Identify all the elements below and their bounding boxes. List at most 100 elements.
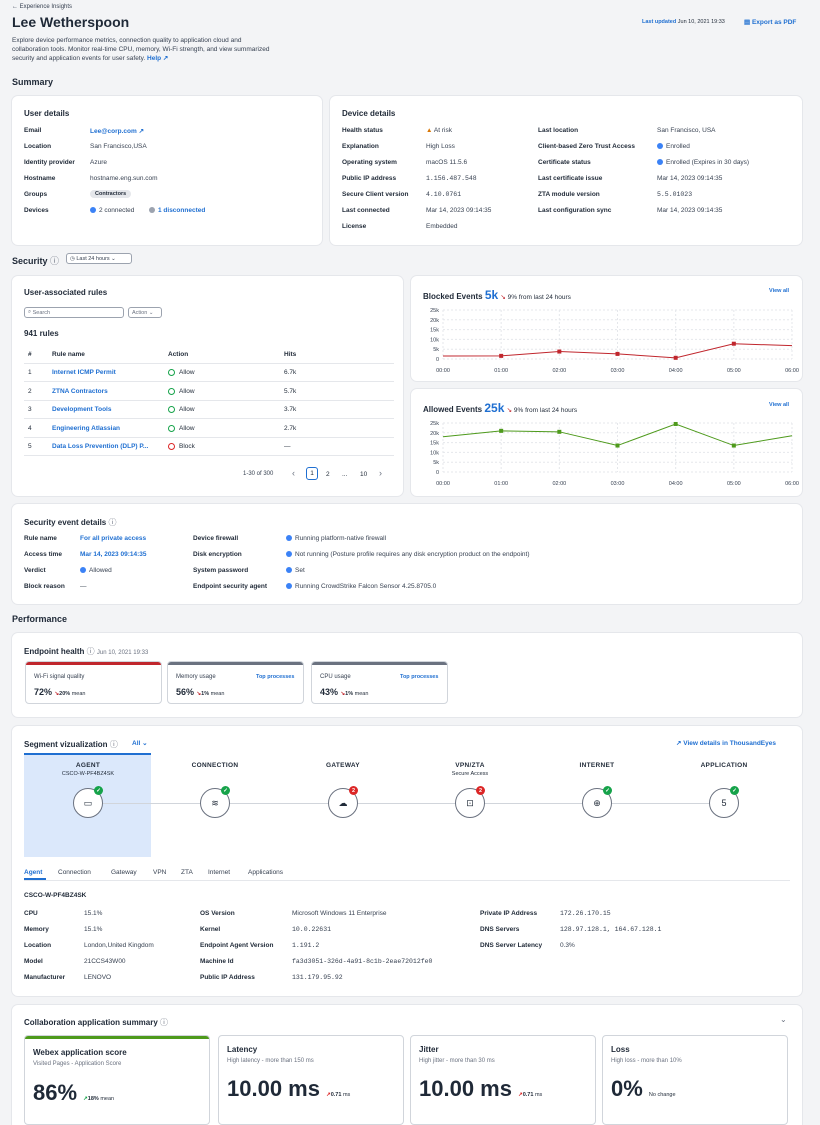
blocked-view-all-link[interactable]: View all bbox=[769, 288, 790, 294]
y-tick-label: 5k bbox=[433, 460, 439, 466]
pager-range: 1-30 of 300 bbox=[243, 471, 274, 477]
jitter-tile[interactable]: Jitter High jitter - more than 30 ms 10.… bbox=[410, 1035, 596, 1125]
latency-title: Latency bbox=[227, 1045, 258, 1054]
rule-name-link[interactable]: Engineering Atlassian bbox=[52, 424, 121, 432]
y-tick-label: 15k bbox=[430, 441, 439, 447]
data-point[interactable] bbox=[673, 355, 678, 360]
devices-disconnected-link[interactable]: 1 disconnected bbox=[149, 207, 205, 214]
last-location-label: Last location bbox=[538, 127, 579, 134]
segment-node-connection[interactable]: ≋ bbox=[200, 788, 230, 818]
data-point[interactable] bbox=[615, 351, 620, 356]
last-cert-value: Mar 14, 2023 09:14:35 bbox=[657, 175, 723, 182]
memory-tile[interactable]: Memory usage Top processes 56% ↘1% mean bbox=[167, 661, 304, 704]
x-tick-label: 00:00 bbox=[436, 368, 450, 374]
tab-connection[interactable]: Connection bbox=[58, 869, 91, 876]
export-pdf-button[interactable]: ▤ Export as PDF bbox=[744, 19, 797, 26]
rules-card: User-associated rules ⌕ Search Action ⌄ … bbox=[12, 276, 403, 496]
data-point[interactable] bbox=[557, 429, 562, 434]
data-point[interactable] bbox=[557, 349, 562, 354]
rule-name-link[interactable]: Data Loss Prevention (DLP) P... bbox=[52, 443, 149, 450]
table-row[interactable]: 2 ZTNA Contractors Allow 5.7k bbox=[24, 383, 394, 401]
os-value: macOS 11.5.6 bbox=[426, 159, 468, 166]
agent-os-value: Microsoft Windows 11 Enterprise bbox=[292, 910, 387, 917]
memory-top-processes-link[interactable]: Top processes bbox=[256, 674, 295, 680]
explanation-label: Explanation bbox=[342, 143, 379, 150]
thousandeyes-link[interactable]: ↗ View details in ThousandEyes bbox=[676, 740, 776, 747]
latency-tile[interactable]: Latency High latency - more than 150 ms … bbox=[218, 1035, 404, 1125]
x-tick-label: 04:00 bbox=[669, 368, 683, 374]
performance-heading: Performance bbox=[12, 614, 68, 624]
table-row[interactable]: 3 Development Tools Allow 3.7k bbox=[24, 401, 394, 419]
rule-number: 4 bbox=[28, 424, 32, 432]
next-page-button[interactable]: › bbox=[379, 468, 382, 478]
tab-vpn[interactable]: VPN bbox=[153, 869, 167, 876]
allowed-view-all-link[interactable]: View all bbox=[769, 402, 790, 408]
tab-agent[interactable]: Agent bbox=[24, 869, 43, 876]
rule-action: Allow bbox=[168, 424, 284, 432]
webex-score-tile[interactable]: Webex application score Visited Pages - … bbox=[24, 1035, 210, 1125]
help-link[interactable]: Help bbox=[147, 55, 162, 62]
cpu-tile[interactable]: CPU usage Top processes 43% ↘1% mean bbox=[311, 661, 448, 704]
rule-name-label: Rule name bbox=[24, 535, 57, 542]
rule-hits: 6.7k bbox=[284, 369, 297, 376]
tab-internet[interactable]: Internet bbox=[208, 869, 231, 876]
loss-tile[interactable]: Loss High loss - more than 10% 0% No cha… bbox=[602, 1035, 788, 1125]
check-circle-icon bbox=[168, 424, 175, 432]
user-details-title: User details bbox=[24, 109, 70, 118]
verdict-value: Allowed bbox=[80, 567, 112, 574]
rule-hits: — bbox=[284, 443, 291, 450]
rule-name-link[interactable]: For all private access bbox=[80, 535, 147, 542]
trend-down-icon: ↘ bbox=[340, 691, 346, 697]
table-row[interactable]: 4 Engineering Atlassian Allow 2.7k bbox=[24, 420, 394, 438]
page-10-button[interactable]: 10 bbox=[360, 471, 368, 478]
table-row[interactable]: 5 Data Loss Prevention (DLP) P... Block — bbox=[24, 438, 394, 456]
tab-applications[interactable]: Applications bbox=[248, 869, 284, 876]
idp-value: Azure bbox=[90, 159, 107, 166]
memory-value: 56% ↘1% mean bbox=[176, 687, 225, 697]
client-version-label: Secure Client version bbox=[342, 191, 409, 198]
webex-title: Webex application score bbox=[33, 1048, 127, 1057]
data-point[interactable] bbox=[673, 421, 678, 426]
page-1-button[interactable]: 1 bbox=[306, 467, 318, 480]
cpu-top-processes-link[interactable]: Top processes bbox=[400, 674, 439, 680]
page-2-button[interactable]: 2 bbox=[326, 471, 330, 478]
check-icon bbox=[80, 567, 86, 574]
action-filter-select[interactable]: Action ⌄ bbox=[128, 307, 162, 318]
device-details-title: Device details bbox=[342, 109, 396, 118]
time-range-select[interactable]: ◷ Last 24 hours ⌄ bbox=[66, 253, 132, 264]
rules-search-input[interactable]: ⌕ Search bbox=[24, 307, 124, 318]
data-point[interactable] bbox=[499, 428, 504, 433]
tab-gateway[interactable]: Gateway bbox=[111, 869, 137, 876]
access-time-link[interactable]: Mar 14, 2023 09:14:35 bbox=[80, 551, 147, 558]
webex-subtitle: Visited Pages - Application Score bbox=[33, 1061, 122, 1067]
data-point[interactable] bbox=[499, 353, 504, 358]
rule-name-link[interactable]: Development Tools bbox=[52, 406, 112, 413]
block-icon bbox=[168, 443, 175, 450]
segment-filter-select[interactable]: All ⌄ bbox=[132, 740, 148, 747]
table-row[interactable]: 1 Internet ICMP Permit Allow 6.7k bbox=[24, 364, 394, 382]
collab-card: Collaboration application summary ⓘ ⌄ We… bbox=[12, 1005, 802, 1125]
last-cert-label: Last certificate issue bbox=[538, 175, 603, 182]
health-label: Health status bbox=[342, 127, 383, 134]
data-point[interactable] bbox=[731, 443, 736, 448]
rule-name-link[interactable]: Internet ICMP Permit bbox=[52, 369, 116, 376]
prev-page-button[interactable]: ‹ bbox=[292, 468, 295, 478]
cert-status-value: Enrolled (Expires in 30 days) bbox=[657, 159, 749, 166]
y-tick-label: 5k bbox=[433, 347, 439, 353]
rule-name-link[interactable]: ZTNA Contractors bbox=[52, 387, 108, 395]
agent-model-value: 21CCS43W00 bbox=[84, 958, 126, 965]
collapse-chevron-icon[interactable]: ⌄ bbox=[780, 1015, 787, 1024]
back-link[interactable]: ← Experience Insights bbox=[12, 4, 73, 10]
email-link[interactable]: Lee@corp.com ↗ bbox=[90, 128, 145, 135]
tab-zta[interactable]: ZTA bbox=[181, 869, 193, 876]
data-point[interactable] bbox=[615, 443, 620, 448]
data-point[interactable] bbox=[731, 341, 736, 346]
agent-model-label: Model bbox=[24, 958, 43, 965]
y-tick-label: 25k bbox=[430, 421, 439, 427]
agent-memory-value: 15.1% bbox=[84, 926, 103, 933]
hostname-value: hostname.eng.sun.com bbox=[90, 175, 158, 182]
trend-down-icon: ↘ bbox=[500, 294, 506, 301]
wifi-tile[interactable]: Wi-Fi signal quality 72% ↘20% mean bbox=[25, 661, 162, 704]
allowed-events-title: Allowed Events 25k ↘ 9% from last 24 hou… bbox=[423, 401, 578, 415]
rule-action: Allow bbox=[168, 406, 284, 413]
